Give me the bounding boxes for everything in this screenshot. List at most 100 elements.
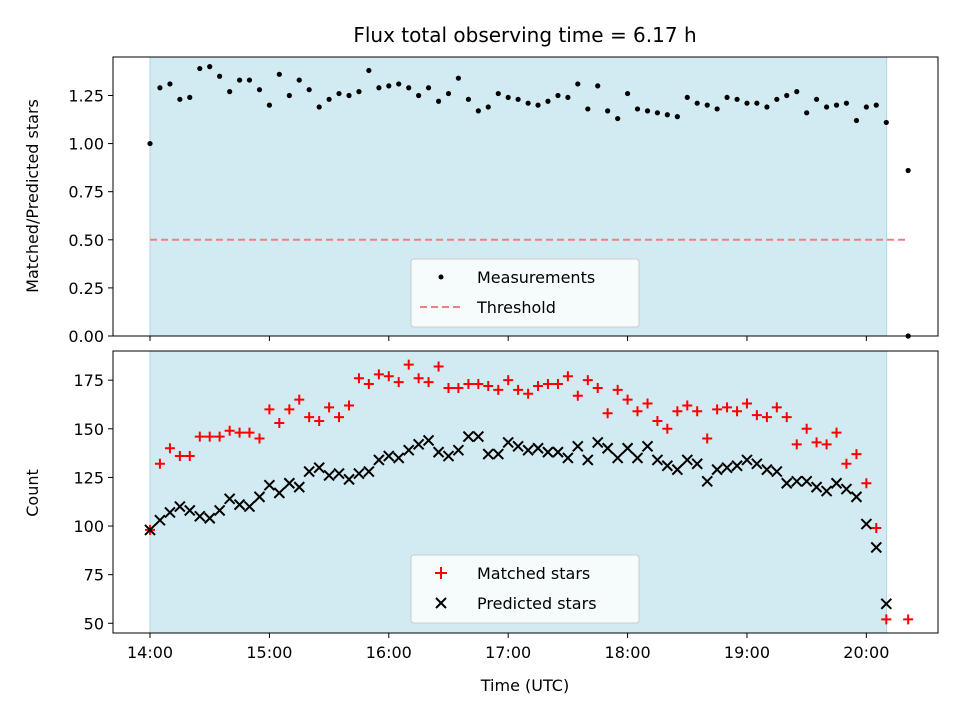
measurement-point [824, 104, 830, 110]
predicted-star-point [363, 465, 375, 478]
predicted-star-point [412, 438, 425, 451]
bottom-legend: Matched stars Predicted stars [410, 554, 640, 624]
matched-star-point [761, 412, 772, 423]
legend-threshold-label: Threshold [476, 298, 556, 317]
predicted-star-point [343, 473, 355, 486]
matched-star-point [483, 381, 494, 392]
measurement-point [356, 89, 362, 95]
matched-star-point [353, 373, 364, 384]
predicted-star-point [492, 448, 504, 460]
measurement-point [406, 85, 412, 91]
measurement-point [734, 96, 740, 102]
matched-star-point [582, 375, 593, 386]
matched-star-point [741, 398, 752, 409]
measurement-point [873, 102, 879, 108]
top-marks [147, 64, 911, 339]
matched-star-point [383, 371, 394, 382]
matched-star-point [513, 384, 524, 395]
matched-star-point [841, 458, 852, 469]
matched-star-point [164, 443, 175, 454]
measurement-point [475, 108, 481, 114]
predicted-star-point [810, 481, 823, 493]
measurement-point [256, 87, 263, 93]
predicted-star-point [761, 463, 773, 476]
measurement-point [704, 102, 710, 108]
top-panel: 0.00 0.25 0.50 0.75 1.00 1.25 Matched/Predict… [23, 56, 939, 346]
matched-star-point [224, 425, 235, 436]
matched-star-point [363, 379, 374, 390]
matched-star-point [722, 402, 733, 413]
predicted-star-point [164, 506, 176, 519]
measurement-point [515, 96, 521, 102]
measurement-point [905, 167, 911, 174]
matched-star-point [453, 382, 464, 393]
matched-star-point [622, 394, 633, 405]
matched-star-point [572, 390, 583, 401]
measurement-point [545, 98, 551, 104]
measurement-point [157, 85, 163, 91]
predicted-star-point [850, 491, 863, 503]
matched-star-point [881, 614, 892, 625]
matched-star-point [184, 451, 195, 462]
matched-star-point [174, 451, 185, 462]
matched-star-point [413, 373, 424, 384]
measurement-point [416, 92, 422, 99]
predicted-star-point [601, 442, 614, 454]
matched-star-point [751, 410, 762, 421]
matched-star-point [672, 406, 683, 417]
matched-star-point [204, 431, 215, 442]
measurement-point [525, 100, 531, 106]
predicted-star-point [243, 500, 256, 513]
matched-star-point [154, 458, 165, 469]
measurement-point [565, 94, 571, 101]
measurement-point [425, 85, 432, 91]
matched-star-point [542, 379, 553, 390]
top-y-tick-label: 0.00 [68, 327, 104, 346]
predicted-star-point [532, 442, 544, 454]
measurement-point [505, 94, 511, 101]
predicted-star-point [711, 463, 723, 476]
measurement-point [326, 96, 332, 102]
top-legend-box [410, 258, 640, 328]
predicted-star-point [830, 477, 843, 489]
matched-star-point [642, 398, 653, 409]
matched-star-point [254, 433, 265, 444]
predicted-star-point [432, 446, 445, 458]
matched-star-point [294, 394, 305, 405]
measurement-point [535, 102, 541, 108]
predicted-star-point [323, 469, 335, 482]
matched-star-point [264, 404, 275, 415]
matched-star-point [214, 431, 225, 442]
predicted-star-point [462, 430, 475, 443]
measurement-point [724, 94, 730, 101]
bottom-x-tick-label: 16:00 [366, 643, 412, 662]
predicted-star-point [860, 518, 873, 530]
predicted-star-point [194, 510, 206, 523]
matched-star-point [791, 439, 802, 450]
bottom-marks [144, 359, 914, 625]
matched-star-point [403, 359, 414, 370]
bottom-x-tick-label: 19:00 [724, 643, 770, 662]
matched-star-point [712, 404, 723, 415]
measurement-point [853, 117, 860, 124]
matched-star-point [344, 400, 355, 411]
predicted-star-point [502, 436, 514, 449]
bottom-x-tick-label: 18:00 [605, 643, 651, 662]
matched-star-point [244, 427, 255, 438]
matched-star-point [871, 522, 882, 533]
predicted-star-point [592, 436, 604, 449]
matched-star-point [423, 377, 434, 388]
predicted-star-point [731, 460, 743, 472]
matched-star-point [503, 375, 514, 386]
predicted-star-point [174, 500, 186, 513]
matched-star-point [373, 369, 384, 380]
predicted-star-point [144, 524, 156, 536]
legend-measurements-label: Measurements [477, 268, 595, 287]
matched-star-point [831, 427, 842, 438]
measurement-point [843, 100, 850, 106]
measurement-point [376, 85, 382, 91]
matched-star-point [274, 417, 285, 428]
bottom-x-tick-label: 20:00 [843, 643, 889, 662]
bottom-y-tick-label: 75 [84, 566, 104, 585]
measurement-point [804, 110, 810, 116]
